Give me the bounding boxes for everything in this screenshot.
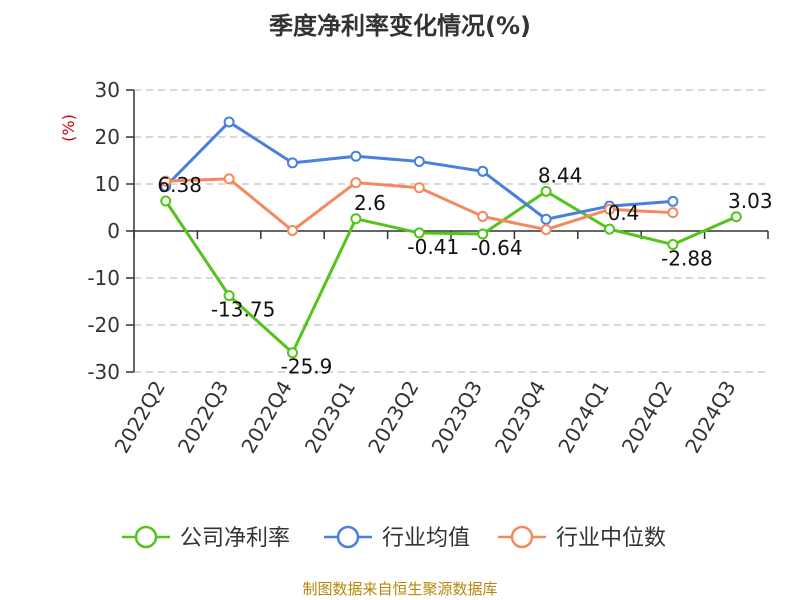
- data-point: [287, 157, 298, 169]
- data-point: [350, 177, 362, 189]
- legend-label: 行业均值: [382, 526, 470, 551]
- x-tick-label: 2023Q4: [490, 377, 550, 458]
- legend-item: 行业中位数: [498, 525, 666, 551]
- data-labels: 6.38 -13.75 -25.9 2.6 -0.41 -0.64 8.44 0.4 -2.88…: [157, 163, 772, 378]
- x-tick-label: 2022Q2: [110, 377, 170, 458]
- y-tick-label: 20: [95, 125, 120, 149]
- y-tick-label: -20: [87, 313, 120, 337]
- y-tick-label: 0: [107, 219, 120, 243]
- data-point: [350, 213, 362, 225]
- data-label: -25.9: [281, 355, 333, 379]
- data-point: [604, 223, 615, 235]
- x-tick-label: 2022Q3: [173, 377, 233, 458]
- data-label: -0.41: [407, 235, 459, 259]
- y-tick-label: -10: [87, 266, 120, 290]
- legend-label: 行业中位数: [556, 526, 666, 551]
- series-line: [164, 189, 737, 355]
- x-tick-label: 2023Q2: [363, 377, 423, 458]
- data-point: [223, 116, 235, 128]
- data-point: [413, 155, 425, 167]
- chart-title: 季度净利率变化情况(%): [269, 12, 531, 40]
- data-point: [413, 227, 425, 239]
- data-point: [350, 150, 362, 162]
- x-tick-label: 2024Q3: [680, 377, 740, 458]
- x-tick-label: 2024Q2: [617, 377, 677, 458]
- data-point: [730, 211, 742, 223]
- data-label: -0.64: [471, 236, 523, 260]
- data-point: [667, 239, 679, 251]
- data-source-note: 制图数据来自恒生聚源数据库: [302, 580, 497, 598]
- data-point: [604, 203, 615, 215]
- legend-label: 公司净利率: [180, 526, 290, 551]
- data-point: [667, 207, 679, 219]
- data-point: [540, 224, 552, 236]
- data-point: [477, 228, 489, 240]
- data-label: 0.4: [608, 201, 640, 225]
- data-point: [223, 290, 235, 302]
- data-point: [287, 347, 298, 359]
- legend-marker: [134, 525, 158, 549]
- x-tick-label: 2024Q1: [553, 377, 613, 458]
- data-point: [477, 210, 489, 222]
- data-label: 8.44: [538, 163, 583, 187]
- data-label: -13.75: [211, 298, 275, 322]
- x-tick-label: 2023Q1: [300, 377, 360, 458]
- legend-item: 公司净利率: [122, 525, 290, 551]
- y-tick-label: -30: [87, 360, 120, 384]
- x-tick-label: 2023Q3: [427, 377, 487, 458]
- data-point: [160, 195, 172, 207]
- series-1: [160, 116, 679, 225]
- data-label: 6.38: [157, 173, 202, 197]
- legend-marker: [510, 525, 534, 549]
- grid-lines: [134, 89, 768, 373]
- y-axis-unit: (%): [59, 114, 78, 142]
- data-point: [413, 182, 425, 194]
- data-point: [667, 195, 679, 207]
- data-point: [160, 175, 172, 187]
- data-point: [477, 165, 489, 177]
- y-tick-label: 30: [95, 78, 120, 102]
- data-point: [540, 213, 552, 225]
- y-tick-label: 10: [95, 172, 120, 196]
- data-label: 2.6: [354, 191, 386, 215]
- series-lines: [160, 116, 742, 359]
- series-0: [160, 185, 742, 359]
- legend-item: 行业均值: [324, 525, 470, 551]
- series-2: [160, 173, 679, 237]
- data-point: [223, 173, 235, 185]
- legend: 公司净利率 行业均值 行业中位数: [122, 525, 666, 551]
- data-point: [540, 185, 552, 197]
- data-label: -2.88: [661, 247, 713, 271]
- data-label: 3.03: [728, 189, 773, 213]
- data-point: [287, 225, 298, 237]
- legend-marker: [336, 525, 360, 549]
- x-tick-label: 2022Q4: [236, 377, 296, 458]
